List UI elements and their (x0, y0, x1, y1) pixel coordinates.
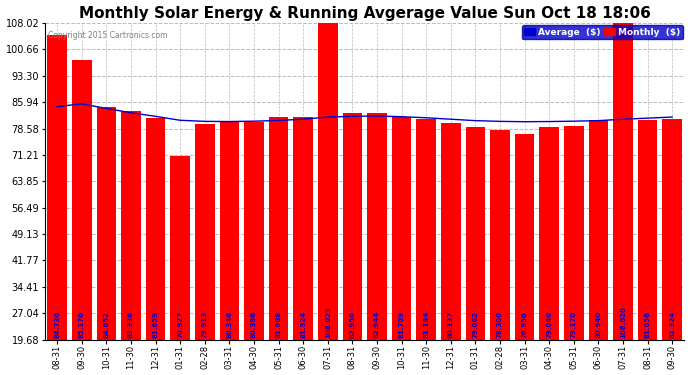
Text: 80.396: 80.396 (251, 311, 257, 338)
Bar (392, 117, 411, 340)
Text: 76.956: 76.956 (522, 311, 528, 338)
Text: 84.652: 84.652 (104, 311, 109, 338)
Bar (293, 117, 313, 340)
Text: 84.730: 84.730 (54, 310, 60, 338)
Bar (367, 113, 387, 340)
Text: 81.924: 81.924 (300, 311, 306, 338)
Legend: Average  ($), Monthly  ($): Average ($), Monthly ($) (522, 25, 682, 39)
Bar (48, 35, 67, 340)
Bar (662, 119, 682, 340)
Text: 80.137: 80.137 (448, 311, 454, 338)
Text: 79.913: 79.913 (201, 311, 208, 338)
Bar (638, 120, 658, 340)
Bar (146, 118, 166, 340)
Text: 78.300: 78.300 (497, 311, 503, 338)
Bar (540, 127, 559, 340)
Text: 81.709: 81.709 (399, 311, 404, 338)
Bar (195, 124, 215, 340)
Bar (416, 119, 436, 340)
Bar (613, 23, 633, 340)
Text: 81.056: 81.056 (644, 311, 651, 338)
Bar (564, 126, 584, 340)
Text: 82.956: 82.956 (349, 311, 355, 338)
Bar (268, 117, 288, 340)
Bar (589, 120, 608, 340)
Text: 81.184: 81.184 (423, 310, 429, 338)
Text: Copyright 2015 Cartronics.com: Copyright 2015 Cartronics.com (48, 31, 168, 40)
Bar (72, 60, 92, 340)
Bar (441, 123, 461, 340)
Text: 70.927: 70.927 (177, 311, 183, 338)
Bar (490, 130, 510, 340)
Text: 108.023: 108.023 (325, 306, 331, 338)
Text: 108.020: 108.020 (620, 306, 626, 338)
Bar (121, 111, 141, 340)
Text: 81.908: 81.908 (275, 311, 282, 338)
Text: 79.170: 79.170 (571, 311, 577, 338)
Bar (318, 23, 337, 340)
Text: 81.324: 81.324 (669, 311, 675, 338)
Text: 83.336: 83.336 (128, 311, 134, 338)
Text: 79.040: 79.040 (546, 310, 552, 338)
Text: 80.940: 80.940 (595, 310, 602, 338)
Bar (515, 134, 534, 340)
Bar (342, 113, 362, 340)
Bar (219, 122, 239, 340)
Text: 81.659: 81.659 (152, 311, 159, 338)
Title: Monthly Solar Energy & Running Avgerage Value Sun Oct 18 18:06: Monthly Solar Energy & Running Avgerage … (79, 6, 651, 21)
Text: 80.346: 80.346 (226, 311, 233, 338)
Bar (244, 122, 264, 340)
Bar (466, 127, 485, 340)
Text: 85.176: 85.176 (79, 311, 85, 338)
Text: 79.062: 79.062 (473, 311, 478, 338)
Bar (170, 156, 190, 340)
Text: 82.944: 82.944 (374, 310, 380, 338)
Bar (97, 107, 116, 340)
